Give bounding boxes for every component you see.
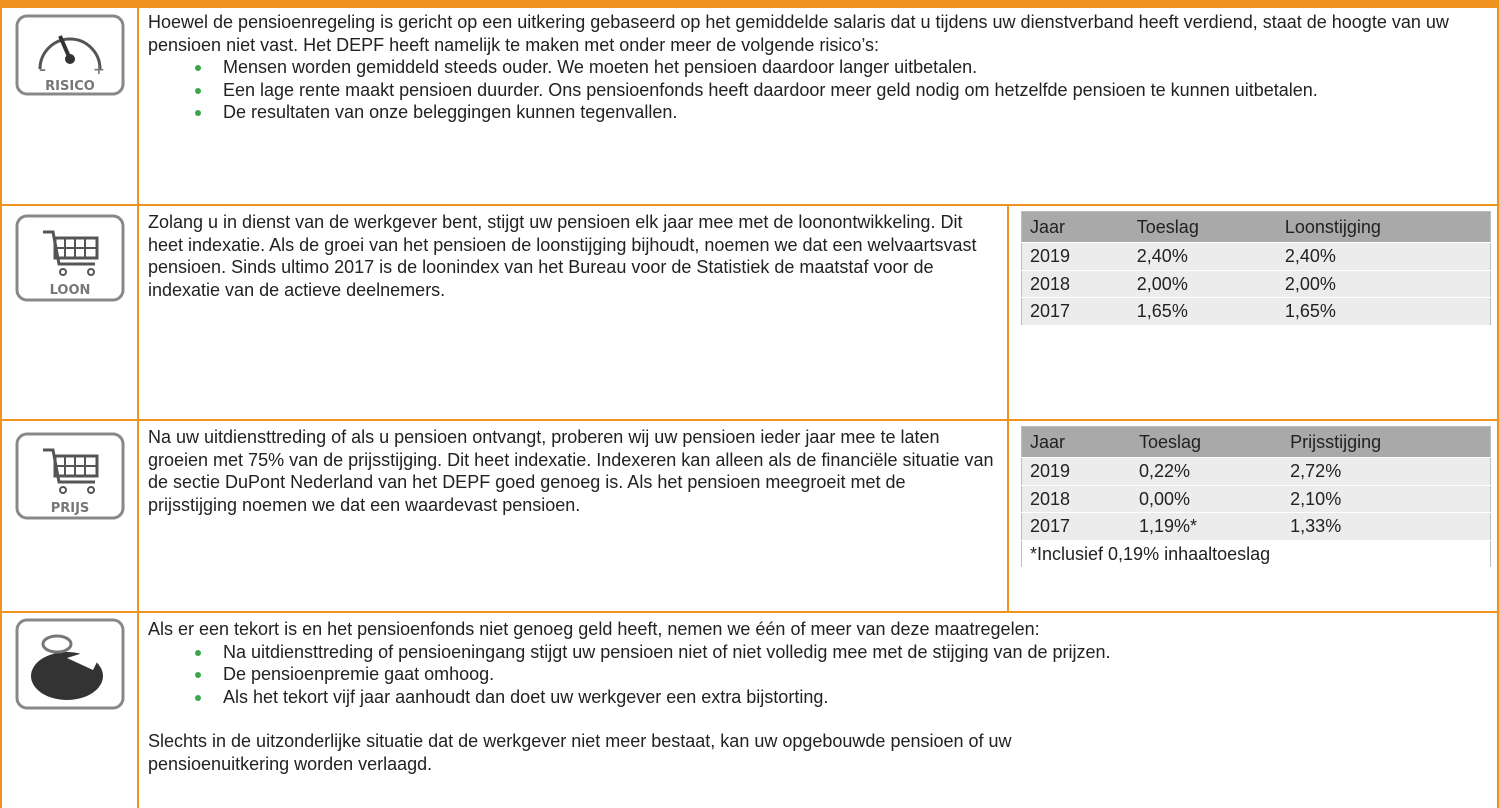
pie-icon bbox=[15, 618, 125, 710]
cell: Toeslag bbox=[1128, 211, 1277, 243]
cell: 2018 bbox=[1021, 485, 1131, 513]
paragraph: Na uw uitdiensttreding of als u pensioen… bbox=[148, 427, 994, 515]
cell: 2,00% bbox=[1276, 270, 1491, 298]
bullet: Een lage rente maakt pensioen duurder. O… bbox=[195, 79, 1488, 102]
cell: 2,10% bbox=[1282, 485, 1491, 513]
icon-label: RISICO bbox=[45, 79, 95, 94]
bullet: De resultaten van onze beleggingen kunne… bbox=[195, 101, 1488, 124]
cell: 2017 bbox=[1021, 297, 1129, 326]
table: Jaar Toeslag Loonstijging 2019 2,40% 2,40% 2… bbox=[1021, 211, 1491, 326]
cell: 2,72% bbox=[1282, 457, 1491, 486]
bullet-list: Na uitdiensttreding of pensioeningang st… bbox=[148, 641, 1488, 709]
paragraph: Hoewel de pensioenregeling is gericht op… bbox=[148, 12, 1449, 55]
svg-text:+: + bbox=[93, 62, 105, 78]
risico-icon: – + RISICO bbox=[15, 14, 125, 96]
cell: 0,22% bbox=[1131, 457, 1283, 486]
section: Als er een tekort is en het pensioenfond… bbox=[148, 618, 1488, 775]
cell: 2,40% bbox=[1128, 242, 1277, 271]
table: Jaar Toeslag Prijsstijging 2019 0,22% 2,72% … bbox=[1021, 426, 1491, 568]
icon-label: PRIJS bbox=[51, 501, 90, 516]
bullet: Mensen worden gemiddeld steeds ouder. We… bbox=[195, 56, 1488, 79]
cell: 2018 bbox=[1021, 270, 1129, 298]
border bbox=[1007, 205, 1009, 612]
cell: 2019 bbox=[1021, 457, 1131, 486]
cell: 0,00% bbox=[1131, 485, 1283, 513]
prijs-icon: PRIJS bbox=[15, 432, 125, 520]
border bbox=[0, 611, 1499, 613]
footnote: *Inclusief 0,19% inhaaltoeslag bbox=[1021, 539, 1491, 568]
cell: Prijsstijging bbox=[1282, 426, 1491, 458]
cell: Jaar bbox=[1021, 211, 1129, 243]
cell: Toeslag bbox=[1131, 426, 1283, 458]
bullet: De pensioenpremie gaat omhoog. bbox=[195, 663, 1488, 686]
paragraph: Slechts in de uitzonderlijke situatie da… bbox=[148, 731, 1012, 774]
top-bar bbox=[0, 0, 1499, 8]
cell: 1,33% bbox=[1282, 512, 1491, 541]
border bbox=[137, 0, 139, 808]
cell: 2,40% bbox=[1276, 242, 1491, 271]
cell: 1,65% bbox=[1276, 297, 1491, 326]
border bbox=[0, 204, 1499, 206]
icon-label: LOON bbox=[50, 283, 91, 298]
border bbox=[1497, 0, 1499, 808]
cell: 2,00% bbox=[1128, 270, 1277, 298]
section: Hoewel de pensioenregeling is gericht op… bbox=[148, 11, 1488, 124]
loon-icon: LOON bbox=[15, 214, 125, 302]
cell: 1,65% bbox=[1128, 297, 1277, 326]
cell: 2017 bbox=[1021, 512, 1131, 541]
bullet: Na uitdiensttreding of pensioeningang st… bbox=[195, 641, 1488, 664]
bullet: Als het tekort vijf jaar aanhoudt dan do… bbox=[195, 686, 1488, 709]
border bbox=[0, 419, 1499, 421]
border bbox=[0, 0, 2, 808]
svg-text:–: – bbox=[39, 62, 46, 78]
cell: Jaar bbox=[1021, 426, 1131, 458]
paragraph: Als er een tekort is en het pensioenfond… bbox=[148, 619, 1040, 639]
cell: 1,19%* bbox=[1131, 512, 1283, 541]
paragraph: Zolang u in dienst van de werkgever bent… bbox=[148, 212, 977, 300]
cell: Loonstijging bbox=[1276, 211, 1491, 243]
cell: 2019 bbox=[1021, 242, 1129, 271]
bullet-list: Mensen worden gemiddeld steeds ouder. We… bbox=[148, 56, 1488, 124]
